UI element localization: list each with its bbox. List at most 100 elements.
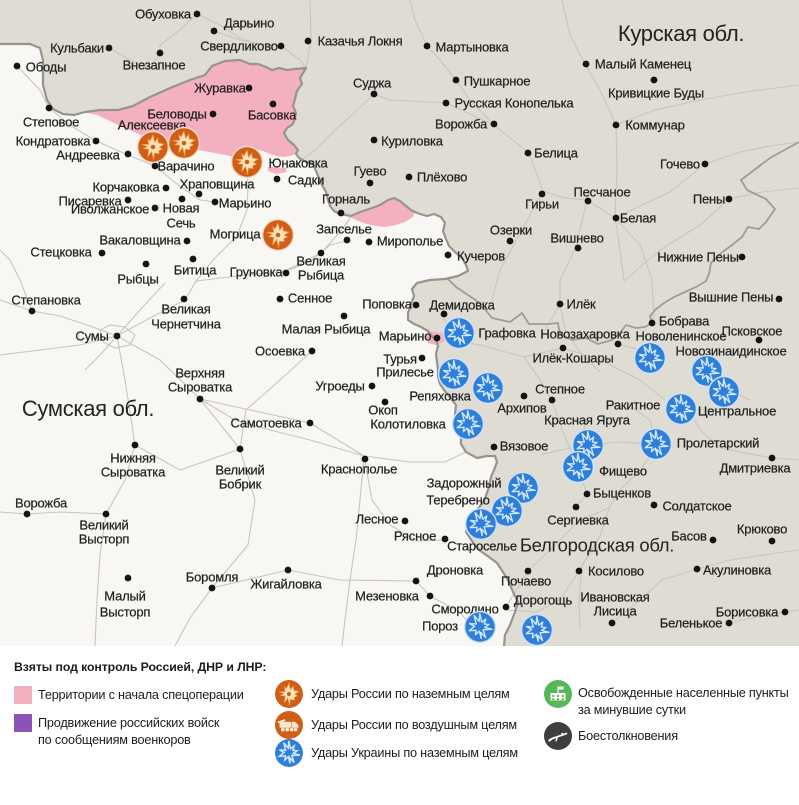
svg-text:Великий: Великий <box>215 463 264 478</box>
svg-text:Сергиевка: Сергиевка <box>547 513 609 528</box>
svg-text:Иволжанское: Иволжанское <box>71 202 149 217</box>
svg-text:Турья: Турья <box>383 352 417 367</box>
svg-text:Писаревка: Писаревка <box>58 194 122 209</box>
svg-text:Нижняя: Нижняя <box>110 451 156 466</box>
svg-text:Теребрено: Теребрено <box>426 493 489 508</box>
svg-text:Корчаковка: Корчаковка <box>93 180 161 195</box>
svg-text:Степановка: Степановка <box>11 293 81 308</box>
svg-text:Илёк: Илёк <box>566 297 596 312</box>
svg-text:Угроеды: Угроеды <box>315 379 364 394</box>
svg-text:Пушкарное: Пушкарное <box>464 74 531 89</box>
svg-text:Нижние Пены: Нижние Пены <box>657 250 739 265</box>
svg-text:Репяховка: Репяховка <box>409 389 471 404</box>
svg-text:Лесное: Лесное <box>356 512 399 527</box>
svg-text:Мирополье: Мирополье <box>377 234 443 249</box>
svg-text:Вишнево: Вишнево <box>550 231 603 246</box>
svg-text:Боестолкновения: Боестолкновения <box>578 729 678 743</box>
svg-text:Новозинаидинское: Новозинаидинское <box>676 344 787 359</box>
svg-text:Алексеевка: Алексеевка <box>118 118 187 133</box>
svg-text:Новая: Новая <box>163 201 200 216</box>
svg-text:Журавка: Журавка <box>194 81 246 96</box>
svg-text:Акулиновка: Акулиновка <box>703 563 772 578</box>
svg-text:Варачино: Варачино <box>158 159 215 174</box>
svg-text:Пролетарский: Пролетарский <box>677 436 759 451</box>
svg-text:Рыбица: Рыбица <box>298 268 345 283</box>
svg-text:Мезеновка: Мезеновка <box>355 589 420 604</box>
svg-text:Беловоды: Беловоды <box>147 107 206 122</box>
svg-text:Прилесье: Прилесье <box>376 365 434 380</box>
svg-text:Самотоевка: Самотоевка <box>230 416 302 431</box>
svg-text:Лисица: Лисица <box>593 604 637 619</box>
svg-text:Садки: Садки <box>288 173 324 188</box>
svg-text:Вязовое: Вязовое <box>500 439 548 454</box>
svg-text:Песчаное: Песчаное <box>574 185 631 200</box>
svg-text:Верхняя: Верхняя <box>175 366 225 381</box>
svg-text:Быценков: Быценков <box>593 486 651 501</box>
svg-text:Храповщина: Храповщина <box>180 177 256 192</box>
svg-text:Марьино: Марьино <box>219 196 271 211</box>
svg-text:Дарьино: Дарьино <box>224 16 274 31</box>
svg-text:Боромля: Боромля <box>186 570 239 585</box>
svg-text:Архипов: Архипов <box>497 401 547 416</box>
svg-text:Плёхово: Плёхово <box>417 170 467 185</box>
svg-text:Белая: Белая <box>620 211 656 226</box>
svg-text:Обуховка: Обуховка <box>135 7 192 22</box>
svg-text:Басовка: Басовка <box>248 108 297 123</box>
svg-text:Удары Украины по наземным целя: Удары Украины по наземным целям <box>311 746 518 760</box>
svg-text:Рясное: Рясное <box>394 529 436 544</box>
svg-text:Пороз: Пороз <box>422 619 458 634</box>
svg-text:Дорогощь: Дорогощь <box>514 593 573 608</box>
svg-text:Коммунар: Коммунар <box>625 118 684 133</box>
svg-text:Малая Рыбица: Малая Рыбица <box>282 322 372 337</box>
svg-text:Гочево: Гочево <box>660 157 700 172</box>
svg-text:Рыбцы: Рыбцы <box>117 272 158 287</box>
svg-text:Кондратовка: Кондратовка <box>16 134 92 149</box>
svg-text:Вакаловщина: Вакаловщина <box>99 233 181 248</box>
svg-text:Освобожденные населенные пункт: Освобожденные населенные пункты <box>578 686 789 700</box>
svg-text:Крюково: Крюково <box>737 522 787 537</box>
svg-text:Жигайловка: Жигайловка <box>250 577 322 592</box>
svg-text:Высторп: Высторп <box>100 605 151 620</box>
svg-text:Груновка: Груновка <box>230 265 284 280</box>
svg-text:Куриловка: Куриловка <box>381 134 444 149</box>
svg-text:Демидовка: Демидовка <box>429 298 495 313</box>
svg-text:Новоленинское: Новоленинское <box>636 329 727 344</box>
svg-text:Центральное: Центральное <box>698 404 776 419</box>
svg-text:Краснополье: Краснополье <box>321 462 397 477</box>
svg-text:Озерки: Озерки <box>490 223 532 238</box>
svg-text:Илёк-Кошары: Илёк-Кошары <box>532 351 613 366</box>
svg-text:Бобрик: Бобрик <box>219 477 262 492</box>
svg-text:Косилово: Косилово <box>588 564 644 579</box>
svg-text:Ворожба: Ворожба <box>435 117 488 132</box>
svg-text:Дроновка: Дроновка <box>427 563 484 578</box>
svg-text:Псковское: Псковское <box>722 324 783 339</box>
svg-text:Андреевка: Андреевка <box>56 148 120 163</box>
svg-text:Сыроватка: Сыроватка <box>168 380 233 395</box>
svg-text:Сыроватка: Сыроватка <box>101 465 166 480</box>
svg-text:Задорожный: Задорожный <box>427 476 502 491</box>
svg-text:Осоевка: Осоевка <box>255 344 306 359</box>
svg-text:Казачья Локня: Казачья Локня <box>318 34 403 49</box>
svg-text:Гуево: Гуево <box>354 164 387 179</box>
svg-text:Сумы: Сумы <box>75 329 108 344</box>
svg-text:Кульбаки: Кульбаки <box>50 41 104 56</box>
svg-text:Удары России по воздушным целя: Удары России по воздушным целям <box>311 718 517 732</box>
svg-text:Ворожба: Ворожба <box>15 496 68 511</box>
svg-text:Юнаковка: Юнаковка <box>268 156 328 171</box>
svg-text:Марьино: Марьино <box>379 329 431 344</box>
svg-text:Степовое: Степовое <box>23 115 79 130</box>
svg-text:Вышние Пены: Вышние Пены <box>689 290 774 305</box>
svg-text:Ракитное: Ракитное <box>606 398 660 413</box>
svg-text:Беленькое: Беленькое <box>660 616 723 631</box>
svg-text:Сумская обл.: Сумская обл. <box>22 396 154 421</box>
svg-text:Великая: Великая <box>161 302 210 317</box>
svg-text:Горналь: Горналь <box>322 192 370 207</box>
svg-text:Гирьи: Гирьи <box>525 197 559 212</box>
svg-text:Борисовка: Борисовка <box>716 605 779 620</box>
svg-text:Почаево: Почаево <box>501 574 551 589</box>
svg-text:Великий: Великий <box>79 518 128 533</box>
svg-text:Новозахаровка: Новозахаровка <box>540 327 630 342</box>
svg-text:Колотиловка: Колотиловка <box>370 417 446 432</box>
svg-text:Сечь: Сечь <box>167 216 196 231</box>
svg-text:Красная Яруга: Красная Яруга <box>544 413 631 428</box>
